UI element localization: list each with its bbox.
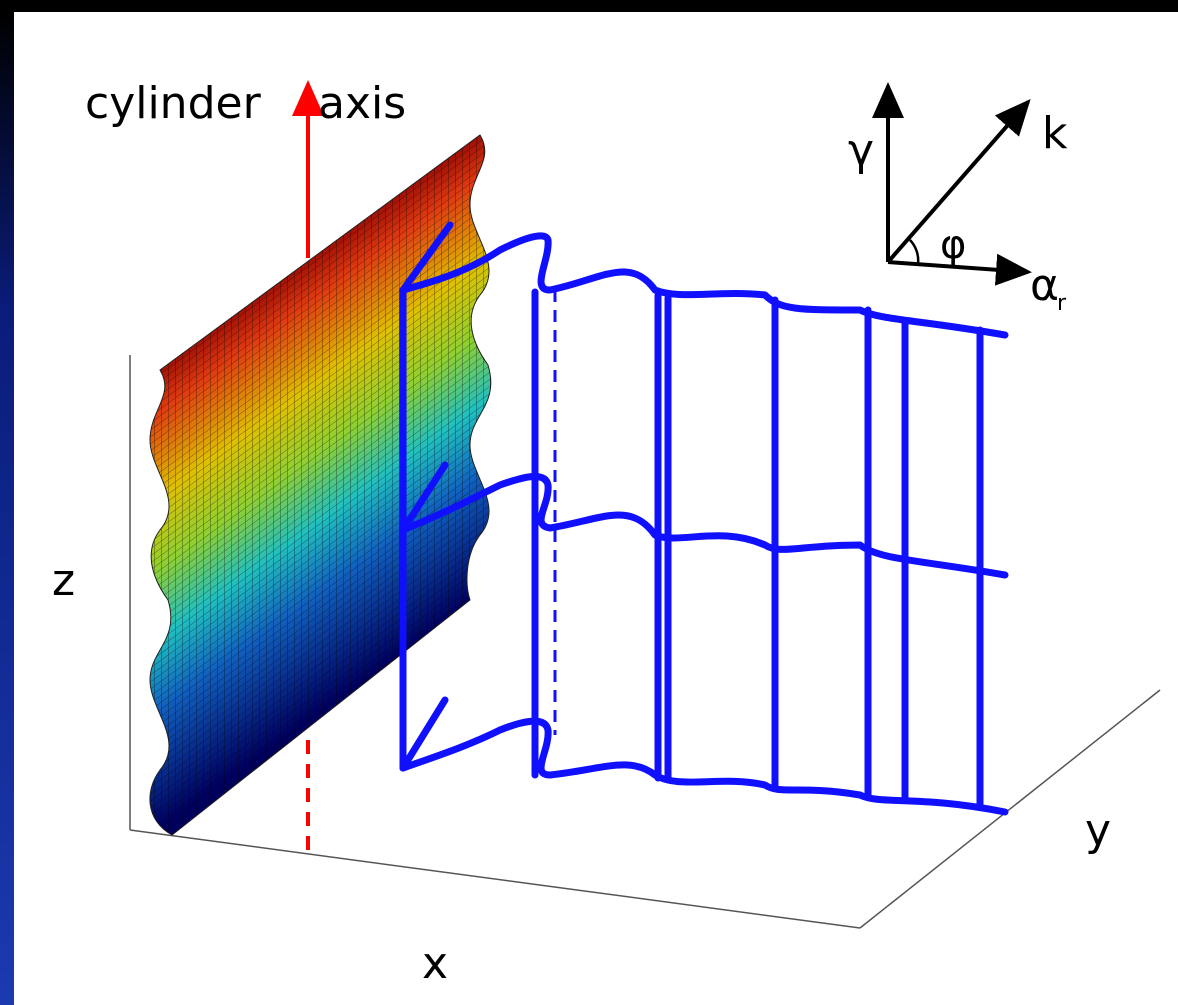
- page: cylinder axis γ k φ α r z x y (() => { c…: [0, 0, 1178, 1005]
- label: axis: [318, 78, 406, 129]
- label: cylinder: [85, 78, 262, 129]
- side-strip: [0, 12, 14, 1005]
- label: α: [1030, 260, 1059, 311]
- axis-label: z: [52, 555, 75, 606]
- label: γ: [848, 125, 874, 176]
- axis-label: x: [422, 938, 448, 989]
- label: φ: [940, 222, 966, 268]
- axis-label: y: [1085, 805, 1111, 856]
- diagram: cylinder axis γ k φ α r z x y: [0, 0, 1178, 1005]
- label-subscript: r: [1057, 291, 1067, 316]
- label: k: [1042, 108, 1068, 159]
